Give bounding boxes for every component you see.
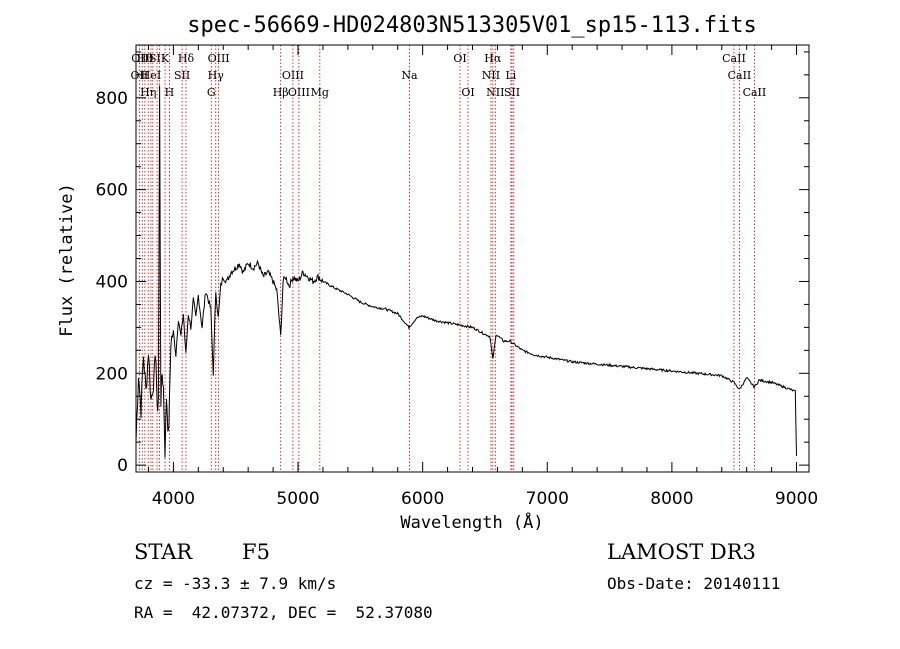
object-class: STAR (134, 540, 193, 564)
spectral-line-label: Hγ (208, 69, 225, 82)
spectral-line-label: OII (131, 69, 149, 82)
spectral-line-label: Hδ (178, 52, 195, 65)
spectrum-line (135, 85, 797, 458)
x-axis-label: Wavelength (Å) (400, 511, 543, 533)
subclass: F5 (242, 540, 270, 564)
x-axis-ticks: 4000 5000 6000 7000 8000 9000 (147, 45, 818, 509)
spectral-line-label: Li (505, 69, 516, 82)
spectrum-series (135, 85, 797, 458)
spectral-line-label: Hβ (273, 86, 289, 99)
spectral-line-label: OIII (131, 52, 153, 65)
spectral-line-label: SII (174, 69, 190, 82)
spectral-line-label: SII (504, 86, 520, 99)
spectral-line-label: HeI (141, 69, 161, 82)
obs-date: Obs-Date: 20140111 (607, 574, 781, 593)
spectral-line-label: Hα (484, 52, 502, 65)
y-tick-label: 200 (96, 364, 128, 384)
spectral-line-label: Na (401, 69, 418, 82)
spectral-line-label: Hη (140, 86, 156, 99)
x-tick-label: 9000 (775, 489, 818, 509)
redshift-readout: cz = -33.3 ± 7.9 km/s (134, 574, 337, 593)
y-tick-label: 600 (96, 181, 128, 201)
y-tick-label: 0 (117, 456, 128, 476)
y-tick-label: 800 (96, 89, 128, 109)
spectral-line-label: K (161, 52, 170, 65)
spectral-line-label: OIII (208, 52, 230, 65)
spectral-line-label: OIII (282, 69, 304, 82)
y-axis-ticks: 0 200 400 600 800 (96, 51, 809, 476)
y-axis-label: Flux (relative) (57, 183, 77, 337)
x-tick-label: 4000 (152, 489, 195, 509)
plot-frame (135, 44, 810, 473)
spectral-line-label: CaII (728, 69, 752, 82)
spectral-line-label: SII (149, 52, 165, 65)
spectral-line-label: CaII (722, 52, 746, 65)
spectral-lines (138, 45, 755, 472)
spectral-line-label: G (207, 86, 216, 99)
spectral-line-label: NII (486, 86, 504, 99)
x-tick-label: 8000 (650, 489, 693, 509)
chart-title: spec-56669-HD024803N513305V01_sp15-113.f… (187, 13, 757, 38)
x-tick-label: 6000 (401, 489, 444, 509)
spectral-line-label: OI (453, 52, 466, 65)
x-tick-label: 5000 (276, 489, 319, 509)
y-tick-label: 400 (96, 272, 128, 292)
spectral-line-label: OI (461, 86, 474, 99)
spectral-line-label: Hθ (137, 52, 154, 65)
x-tick-label: 7000 (526, 489, 569, 509)
survey-name: LAMOST DR3 (607, 540, 756, 564)
spectral-line-label: Mg (311, 86, 329, 99)
coordinates: RA = 42.07372, DEC = 52.37080 (134, 603, 433, 622)
spectral-line-label: OIII (288, 86, 310, 99)
spectral-line-label: NII (482, 69, 500, 82)
spectral-line-label: CaII (743, 86, 767, 99)
spectral-line-label: H (165, 86, 175, 99)
